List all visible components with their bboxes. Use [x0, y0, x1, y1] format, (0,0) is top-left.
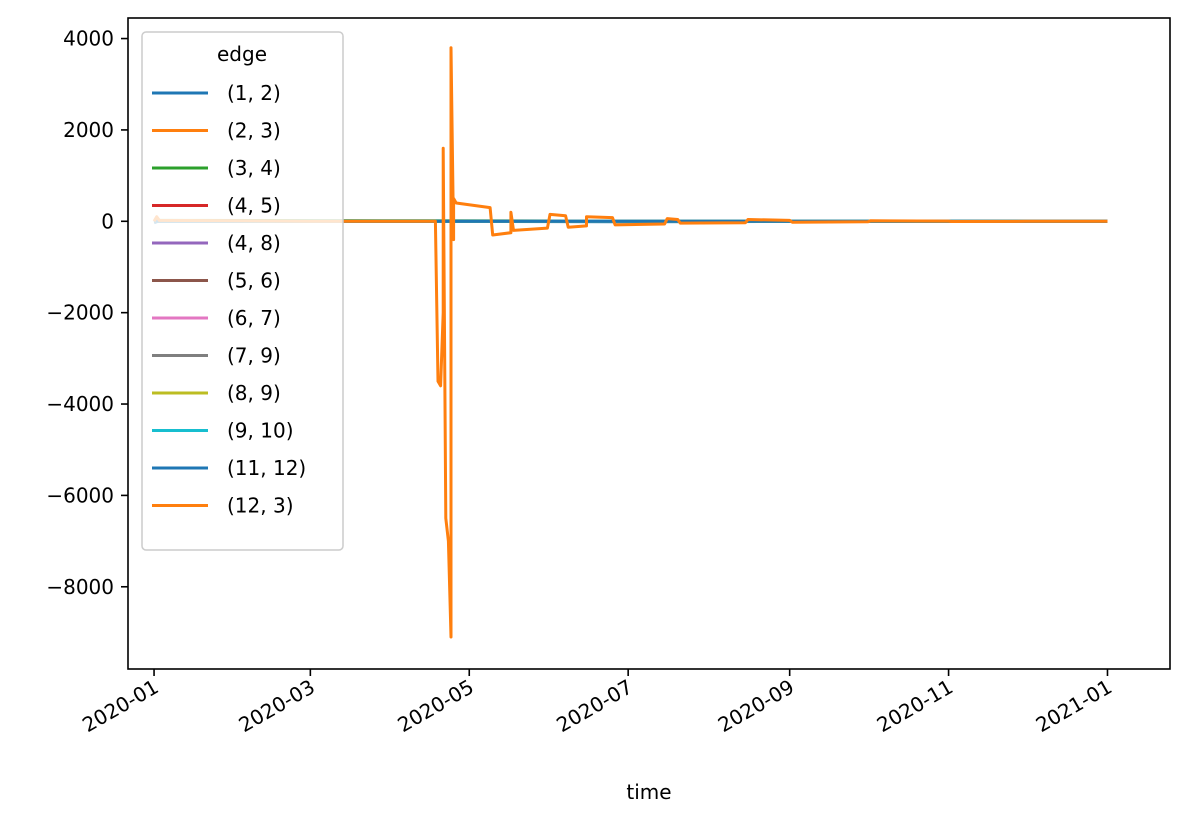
series-line-11	[152, 46, 1108, 639]
legend: edge (1, 2) (2, 3) (3, 4) (4, 5) (4, 8) (5, 6)…	[141, 31, 344, 551]
legend-entry: (7, 9)	[227, 344, 281, 368]
legend-entry: (5, 6)	[227, 269, 281, 293]
legend-entry: (1, 2)	[227, 81, 281, 105]
legend-entry: (11, 12)	[227, 456, 306, 480]
y-axis: 4000 2000 0 −2000 −4000 −6000 −8000	[46, 27, 128, 599]
legend-entry: (8, 9)	[227, 381, 281, 405]
y-tick-label: −2000	[46, 301, 114, 325]
axes-frame	[127, 17, 1171, 670]
legend-entry: (2, 3)	[227, 119, 281, 143]
x-axis-label: time	[626, 780, 671, 804]
y-tick-label: −6000	[46, 483, 114, 507]
legend-entry: (9, 10)	[227, 419, 294, 443]
legend-entry: (3, 4)	[227, 156, 281, 180]
legend-entry: (4, 8)	[227, 231, 281, 255]
legend-entry: (12, 3)	[227, 494, 294, 518]
y-tick-label: 4000	[63, 27, 114, 51]
y-tick-label: 0	[101, 209, 114, 233]
legend-box	[141, 31, 344, 551]
y-tick-label: −4000	[46, 392, 114, 416]
y-tick-label: −8000	[46, 575, 114, 599]
legend-title: edge	[217, 42, 267, 66]
legend-entry: (6, 7)	[227, 306, 281, 330]
y-tick-label: 2000	[63, 118, 114, 142]
legend-entry: (4, 5)	[227, 194, 281, 218]
